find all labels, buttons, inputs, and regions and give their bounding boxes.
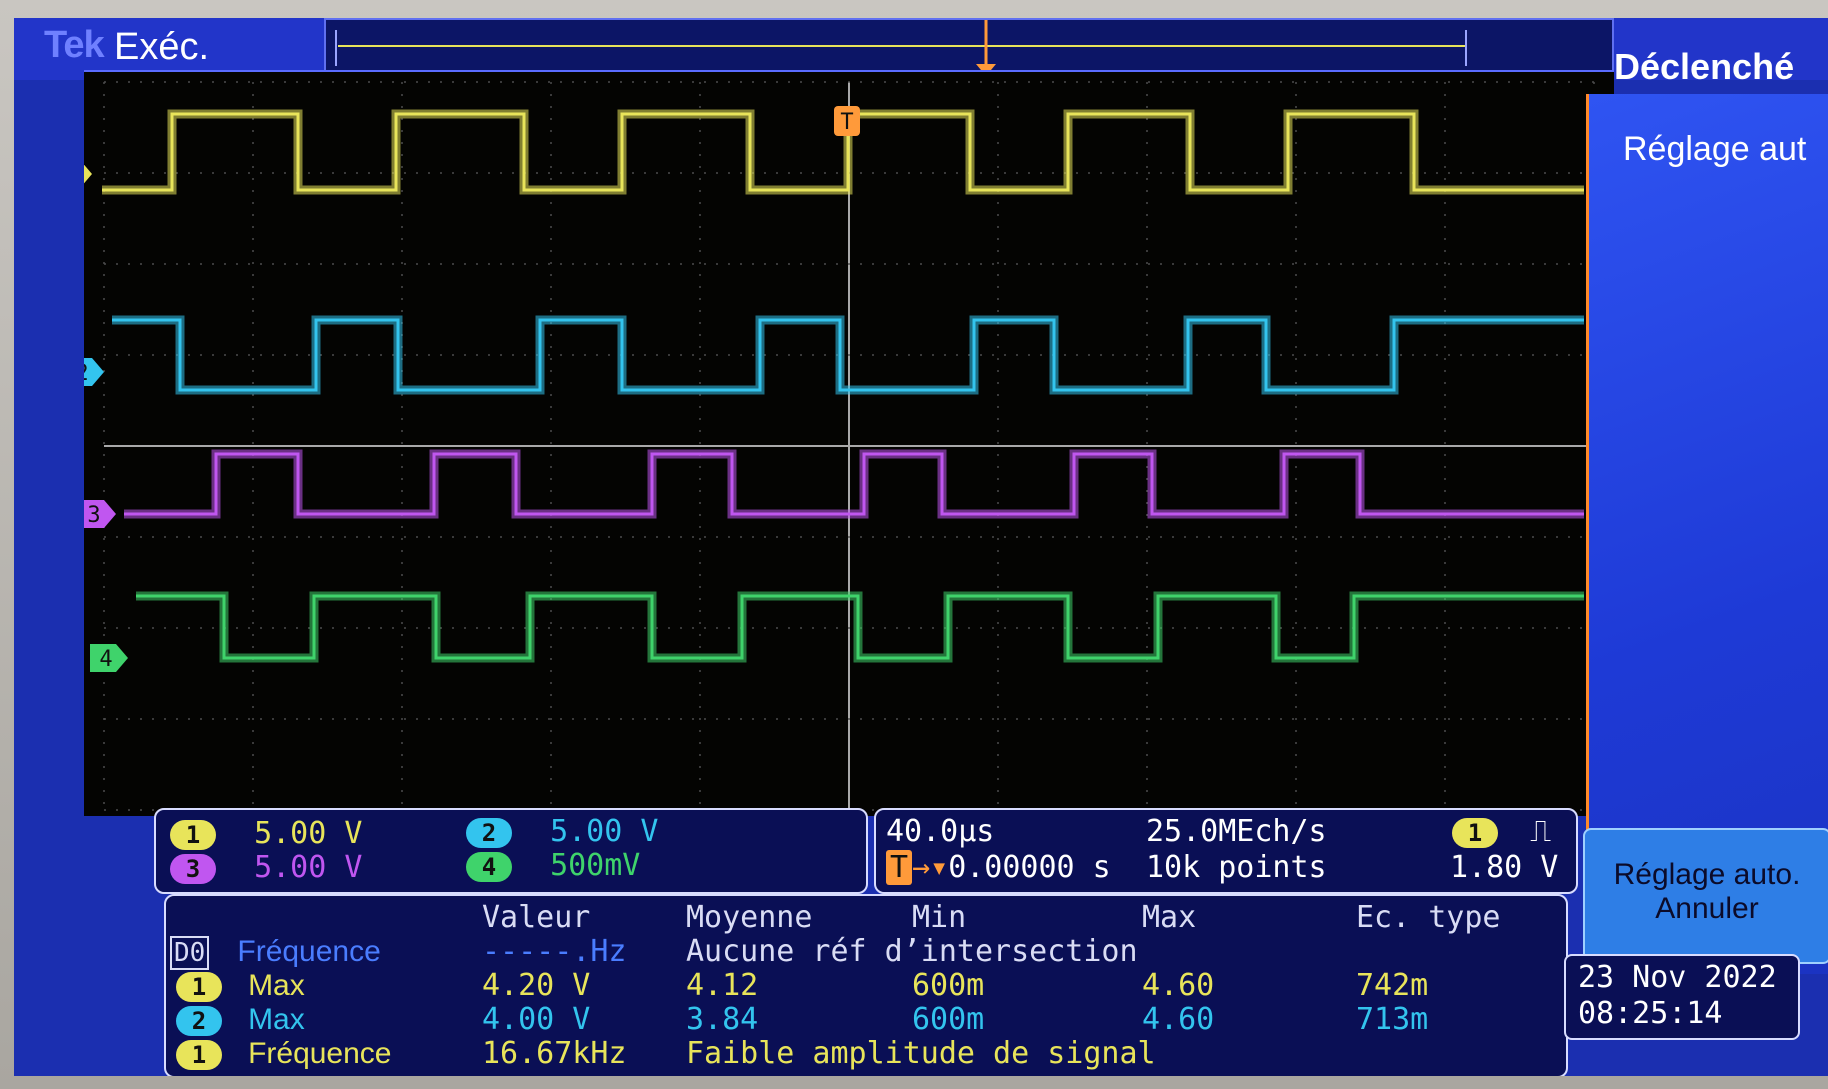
row2-std: 713m [1356,1002,1429,1037]
autoset-undo-line1: Réglage auto. [1613,858,1801,891]
time-per-div: 40.0µs [886,814,995,849]
channel-4-trace-glow [136,591,1584,663]
record-length: 10k points [1146,850,1327,885]
col-header-mean: Moyenne [686,900,813,935]
row0-name: Fréquence [237,935,381,968]
oscilloscope-screen: Tek Exéc. Déclenché 1 2 3 4 T Réglage aut [14,18,1828,1076]
col-header-std: Ec. type [1356,900,1501,935]
run-state: Exéc. [114,26,210,68]
trigger-source-badge: 1 [1452,818,1498,848]
row1-value: 4.20 V [482,968,591,1003]
trigger-marker-box [834,106,860,136]
channel-1-marker[interactable]: 1 [84,160,92,188]
channel-4-marker[interactable]: 4 [90,644,128,672]
row2-value: 4.00 V [482,1002,591,1037]
sample-rate: 25.0MEch/s [1146,814,1327,849]
trigger-source-readout[interactable]: 1 ⎍ [1452,814,1551,849]
channel-marker-label: 4 [99,647,112,672]
status-bar: Tek Exéc. Déclenché [14,18,1828,87]
trigger-marker-label: T [840,110,853,135]
trigger-position-readout: T →▾0.00000 s [886,850,1111,885]
ch1-badge: 1 [170,820,216,850]
trigger-position-marker[interactable]: T [834,106,860,136]
ch2-badge: 2 [466,818,512,848]
rising-edge-icon: ⎍ [1530,814,1552,849]
row1-min: 600m [912,968,985,1003]
side-menu: Réglage aut Réglage auto. Annuler [1583,94,1828,974]
channel-1-trace [102,112,1584,192]
trigger-state: Déclenché [1614,46,1795,87]
row3-source-badge: 1 [176,1040,222,1070]
d0-source-badge: D0 [170,936,210,970]
row2-mean: 3.84 [686,1002,759,1037]
ch4-readout[interactable]: 4 500mV [466,848,640,883]
ch3-badge: 3 [170,854,216,884]
brand-logo: Tek [44,24,105,66]
timebase-readout[interactable]: 40.0µs 25.0MEch/s 1 ⎍ T →▾0.00000 s 10k p… [874,808,1578,894]
side-menu-title: Réglage aut [1623,130,1807,168]
trigger-position: 0.00000 s [948,850,1111,885]
autoset-undo-button[interactable]: Réglage auto. Annuler [1583,828,1828,964]
row1-std: 742m [1356,968,1429,1003]
channel-2-marker[interactable]: 2 [84,358,104,386]
waveform-plot[interactable]: 1 2 3 4 T [84,72,1614,816]
row1-mean: 4.12 [686,968,759,1003]
measurement-row[interactable]: D0 Fréquence [170,934,381,970]
ch1-scale: 5.00 V [254,816,363,851]
channel-marker-shape [90,644,128,672]
ch2-scale: 5.00 V [550,814,659,849]
measurement-row[interactable]: 1 Max [176,968,305,1003]
measurement-row[interactable]: 2 Max [176,1002,305,1037]
channel-marker-shape [84,500,116,528]
col-header-value: Valeur [482,900,591,935]
row2-max: 4.60 [1142,1002,1215,1037]
row2-source-badge: 2 [176,1006,222,1036]
channel-markers[interactable]: 1 2 3 4 [84,160,128,672]
trigger-level: 1.80 V [1450,850,1559,885]
channel-3-marker[interactable]: 3 [84,500,116,528]
row3-note: Faible amplitude de signal [686,1036,1156,1071]
autoset-undo-line2: Annuler [1655,892,1759,925]
channel-marker-label: 3 [87,503,100,528]
channel-3-trace [124,452,1584,516]
ch3-readout[interactable]: 3 5.00 V [170,850,362,885]
row0-note: Aucune réf d’intersection [686,934,1138,969]
record-view-bar [324,18,1614,78]
row0-value: -----.Hz [482,934,627,969]
time-readout: 08:25:14 [1578,996,1723,1031]
ch2-readout[interactable]: 2 5.00 V [466,814,658,849]
ch3-scale: 5.00 V [254,850,363,885]
ch1-readout[interactable]: 1 5.00 V [170,816,362,851]
date-time-display: 23 Nov 2022 08:25:14 [1564,954,1800,1040]
date-readout: 23 Nov 2022 [1578,960,1777,995]
row2-min: 600m [912,1002,985,1037]
col-header-max: Max [1142,900,1197,935]
measurement-table[interactable]: Valeur Moyenne Min Max Ec. type D0 Fréqu… [164,894,1568,1076]
channel-2-trace [112,318,1584,392]
trigger-t-icon: T [886,850,913,885]
delay-arrow-icon: →▾ [912,850,949,885]
waveform-display[interactable]: 1 2 3 4 T [84,70,1614,816]
channel-4-trace [136,594,1584,660]
ch4-scale: 500mV [550,848,641,883]
col-header-min: Min [912,900,967,935]
row3-value: 16.67kHz [482,1036,627,1071]
channel-marker-shape [84,164,92,184]
ch4-badge: 4 [466,852,512,882]
channel-marker-shape [84,358,104,386]
row1-source-badge: 1 [176,972,222,1002]
row3-name: Fréquence [248,1037,392,1070]
traces [102,109,1584,663]
row1-max: 4.60 [1142,968,1215,1003]
row2-name: Max [248,1003,305,1036]
row1-name: Max [248,969,305,1002]
channel-marker-label: 2 [84,361,89,386]
measurement-row[interactable]: 1 Fréquence [176,1036,392,1071]
channel-3-trace-glow [124,449,1584,519]
channel-readout[interactable]: 1 5.00 V 2 5.00 V 3 5.00 V 4 500mV [154,808,868,894]
